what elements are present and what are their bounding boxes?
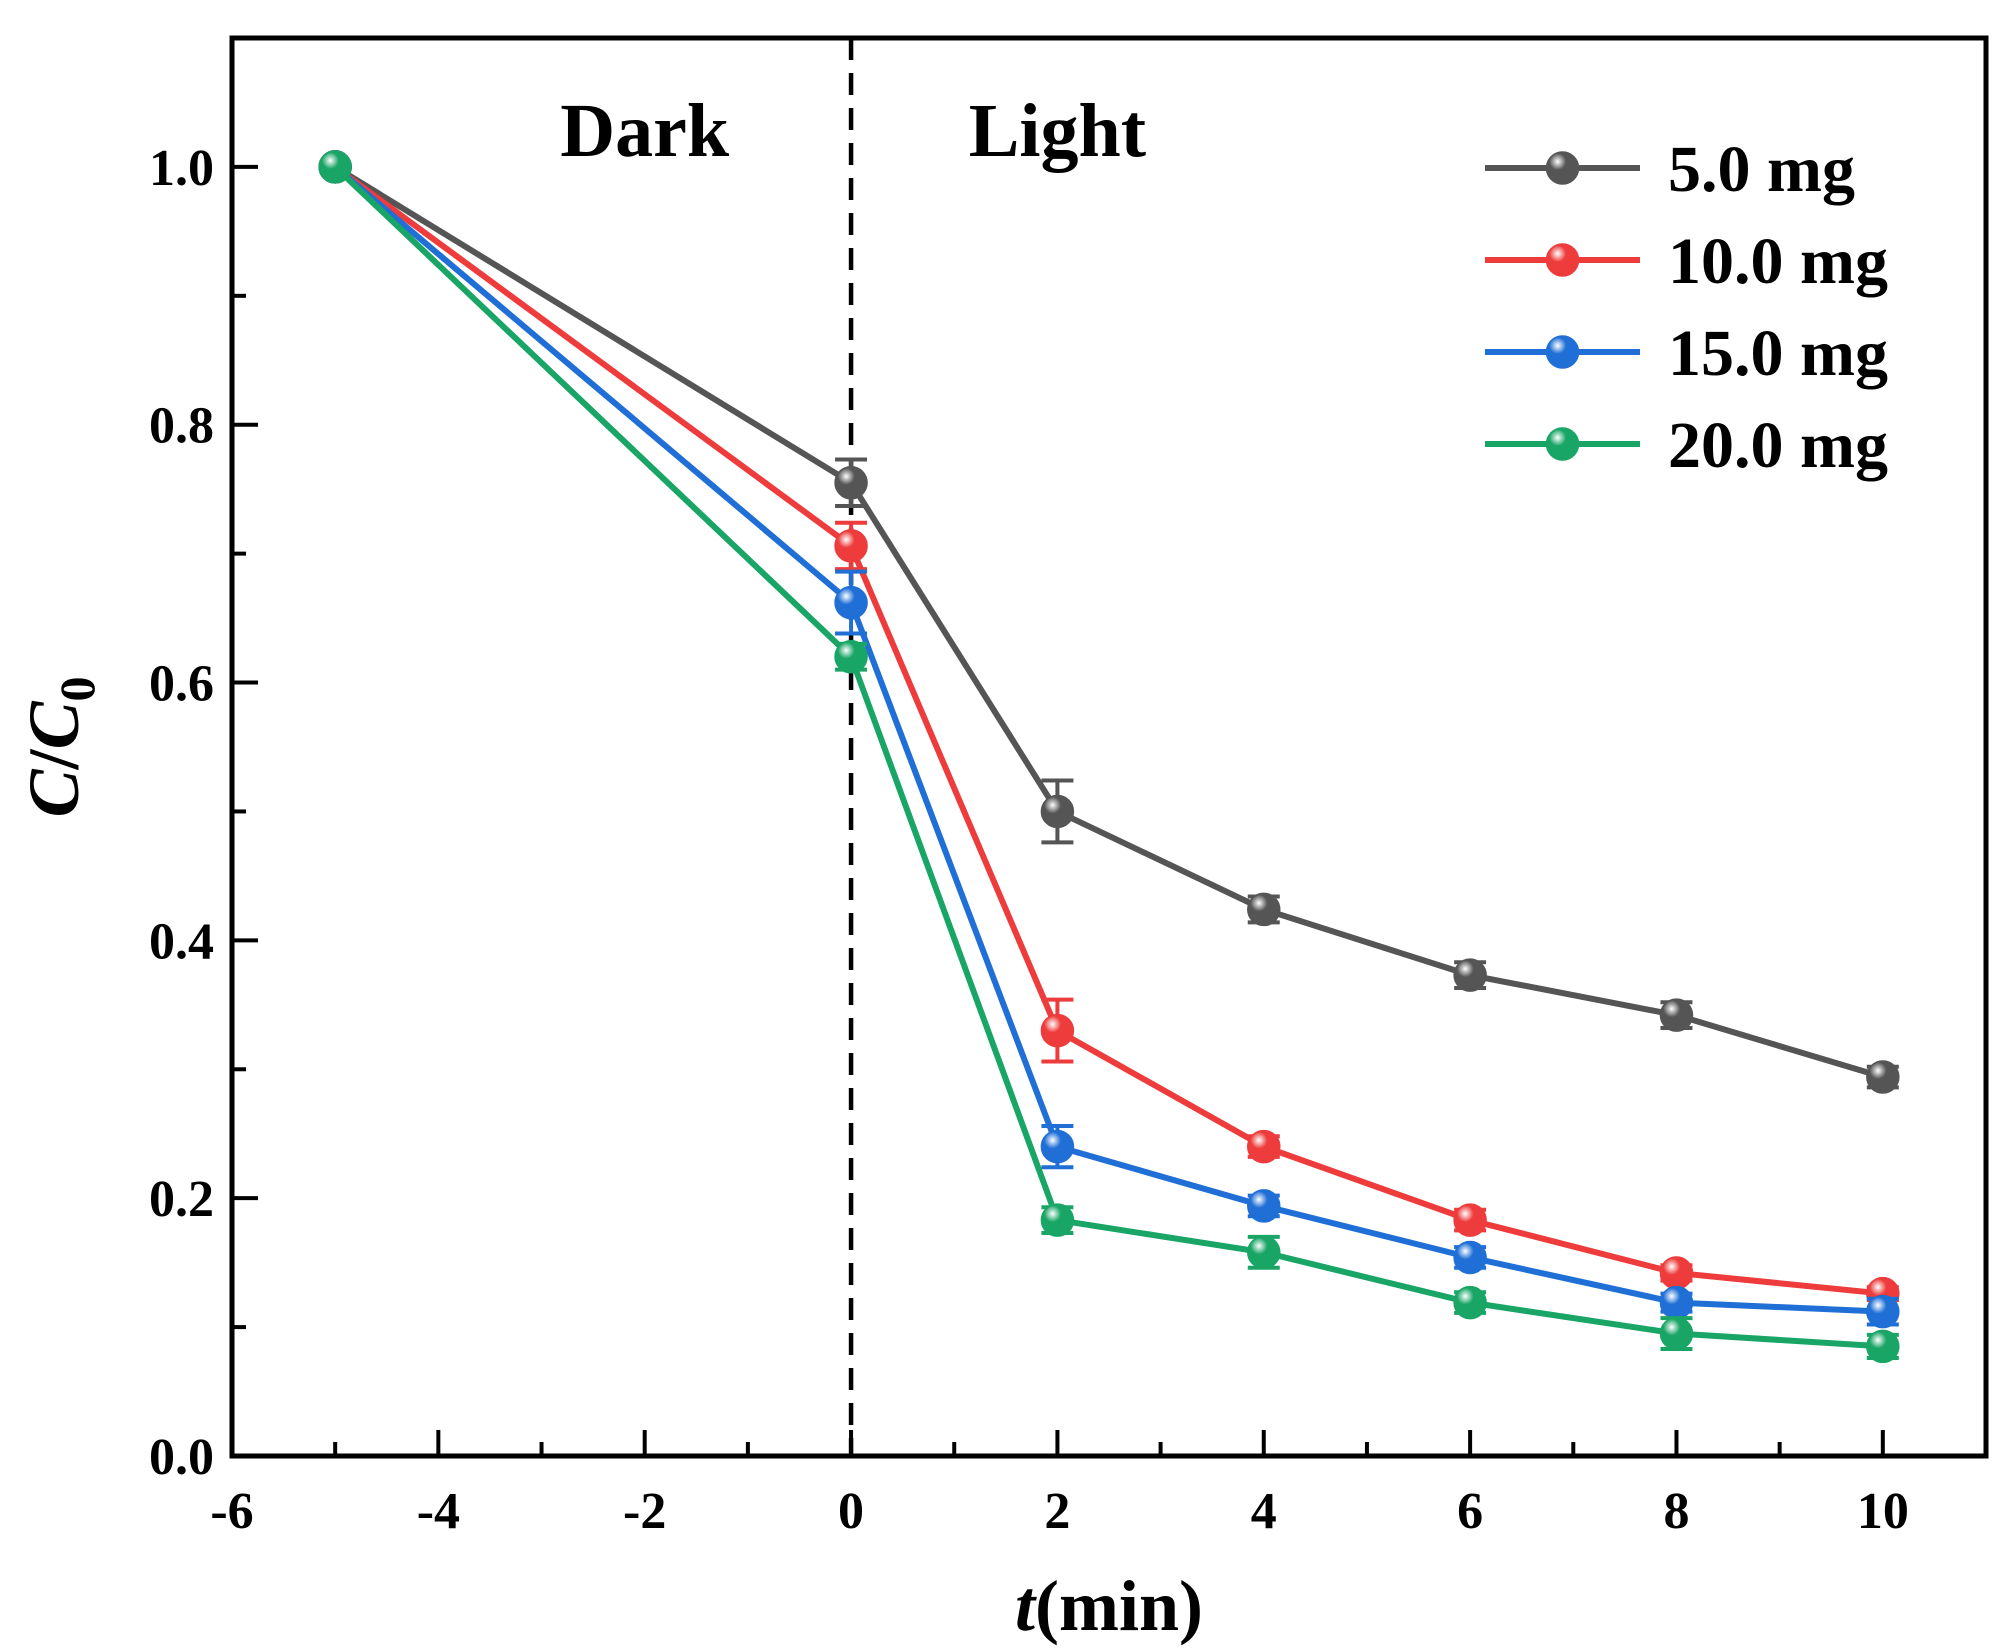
data-point (1040, 1013, 1075, 1048)
data-point (1866, 1294, 1900, 1329)
legend-item: 20.0 mg (1485, 409, 1888, 482)
y-tick-label: 0.0 (149, 1429, 214, 1486)
x-tick-label: 6 (1457, 1483, 1483, 1540)
y-tick-label: 0.8 (149, 398, 214, 455)
legend-item: 15.0 mg (1485, 317, 1888, 390)
y-tick-label: 0.4 (149, 913, 214, 970)
data-point (1659, 1316, 1694, 1351)
series-line (333, 164, 1884, 1080)
data-point (1040, 1203, 1075, 1237)
y-axis-title: C/C0 (14, 676, 105, 817)
legend-item: 10.0 mg (1485, 225, 1888, 298)
x-axis-title: t(min) (1015, 1566, 1203, 1646)
series-5-0-mg (318, 150, 1900, 1094)
legend-label: 15.0 mg (1668, 317, 1888, 390)
plot-frame (229, 35, 1989, 1459)
data-point (834, 465, 868, 500)
x-tick-label: 2 (1044, 1483, 1070, 1540)
x-tick-label: -4 (417, 1483, 460, 1540)
data-point (834, 640, 868, 674)
data-point (1040, 794, 1075, 829)
data-point (318, 150, 352, 184)
data-point (1659, 1285, 1694, 1320)
data-point (1247, 892, 1281, 927)
series-20-0-mg (318, 150, 1900, 1364)
data-point (1453, 958, 1487, 992)
labels-layer: -6 -4 -2 0 2 4 6 8 10 0.0 0.2 0.4 0.6 0.8 1.0 Dark Light… (14, 89, 1909, 1646)
region-label-dark: Dark (560, 89, 730, 173)
data-point (834, 529, 868, 563)
legend-marker (1545, 151, 1580, 185)
y-tick-label: 0.6 (149, 656, 214, 713)
legend-marker (1545, 427, 1580, 461)
data-point (1866, 1060, 1900, 1094)
legend-item: 5.0 mg (1485, 133, 1855, 206)
data-point (1453, 1285, 1487, 1320)
series-10-0-mg (318, 150, 1900, 1311)
x-tick-label: 4 (1251, 1483, 1277, 1540)
x-tick-label: 0 (838, 1483, 864, 1540)
data-point (1247, 1129, 1281, 1164)
legend-label: 20.0 mg (1668, 409, 1888, 482)
y-tick-label: 0.2 (149, 1171, 214, 1228)
data-point (1247, 1189, 1281, 1223)
data-point (1659, 1256, 1694, 1290)
x-tick-label: -6 (210, 1483, 253, 1540)
axes-layer (229, 35, 1989, 1459)
data-point (1453, 1203, 1487, 1237)
legend-marker (1545, 335, 1580, 369)
x-tick-label: 8 (1663, 1483, 1689, 1540)
data-layer (318, 150, 1900, 1364)
data-point (1247, 1235, 1281, 1270)
legend: 5.0 mg 10.0 mg 15.0 mg 20.0 mg (1485, 133, 1888, 482)
data-point (1040, 1129, 1075, 1164)
legend-label: 10.0 mg (1668, 225, 1888, 298)
series-line (333, 164, 1884, 1297)
region-label-light: Light (969, 89, 1146, 173)
data-point (834, 585, 868, 620)
data-point (1453, 1240, 1487, 1275)
y-tick-label: 1.0 (149, 140, 214, 197)
data-point (1659, 998, 1694, 1032)
data-point (1866, 1329, 1900, 1364)
legend-label: 5.0 mg (1668, 133, 1855, 206)
series-line (333, 164, 1884, 1350)
x-tick-label: 10 (1857, 1483, 1909, 1540)
x-tick-label: -2 (623, 1483, 666, 1540)
legend-marker (1545, 243, 1580, 277)
